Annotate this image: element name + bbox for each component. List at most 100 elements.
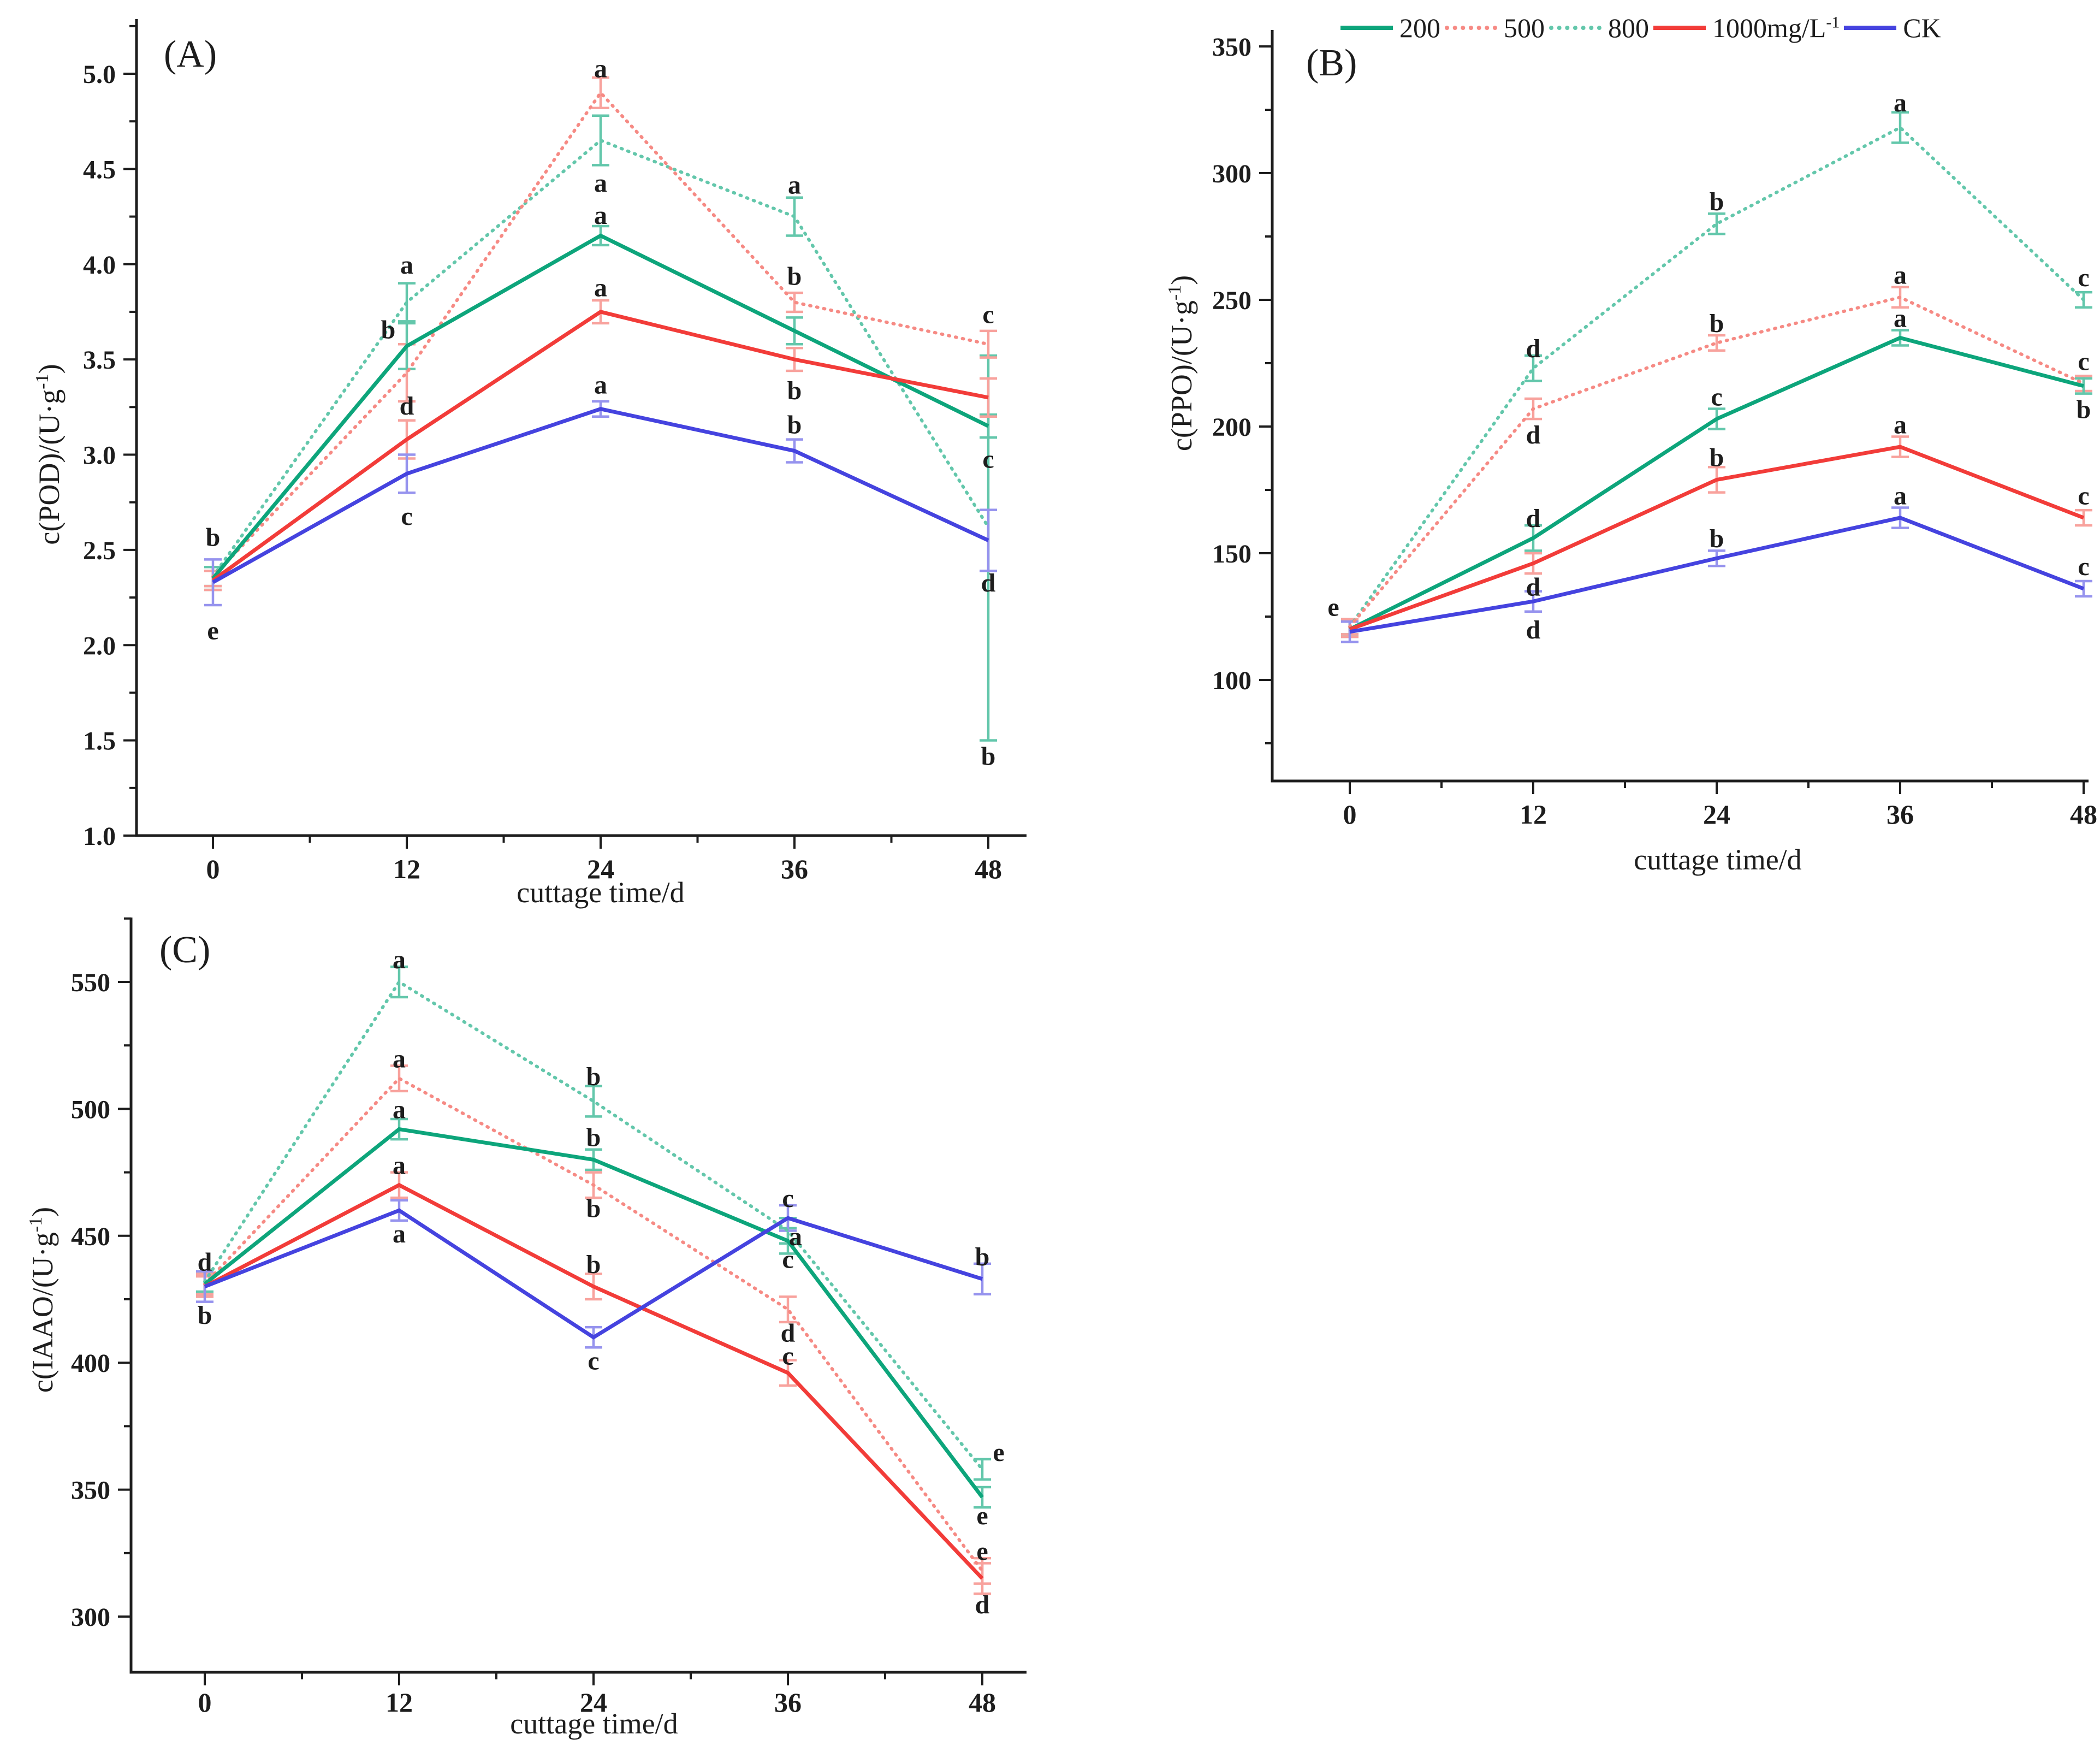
x-axis-tick-label: 24 xyxy=(587,854,614,884)
x-axis-tick-label: 48 xyxy=(2070,799,2097,830)
axis-frame xyxy=(1271,30,2089,783)
significance-letter: a xyxy=(594,370,607,399)
series-line-1000 xyxy=(211,310,989,582)
error-bar-800 xyxy=(1524,354,1542,382)
significance-letter: d xyxy=(981,569,996,597)
legend-line-swatch-200-icon xyxy=(1340,26,1393,30)
significance-letter: b xyxy=(1710,443,1724,472)
x-axis-tick-label: 36 xyxy=(781,854,808,884)
y-axis-tick-label: 3.5 xyxy=(83,346,116,375)
significance-letter: b xyxy=(586,1062,601,1091)
axis-frame xyxy=(129,918,1027,1674)
significance-letter: b xyxy=(586,1194,601,1223)
significance-letter: a xyxy=(1894,304,1907,333)
y-axis-tick-label: 100 xyxy=(1212,666,1251,695)
significance-letter: c xyxy=(588,1347,599,1376)
legend-line-swatch-800-icon xyxy=(1549,26,1601,30)
y-axis-tick-label: 350 xyxy=(1212,33,1251,62)
significance-letter: b xyxy=(206,523,221,552)
significance-letter: c xyxy=(782,1341,793,1370)
x-axis-tick-label: 0 xyxy=(1343,799,1357,830)
significance-letter: b xyxy=(787,376,802,405)
significance-letter: a xyxy=(393,1095,406,1124)
significance-letter: a xyxy=(393,945,406,974)
y-axis-tick-label: 500 xyxy=(71,1095,110,1124)
significance-letter: b xyxy=(975,1242,990,1271)
axis-frame xyxy=(135,19,1027,837)
significance-letter: a xyxy=(393,1151,406,1180)
significance-letter: a xyxy=(1894,88,1907,117)
significance-letter: c xyxy=(982,300,994,329)
panel-letter: (C) xyxy=(159,929,210,971)
significance-letter: b xyxy=(2077,395,2091,424)
legend-item-1000: 1000mg/L-1 xyxy=(1653,14,1840,42)
significance-letter: b xyxy=(1710,524,1724,553)
significance-letter: d xyxy=(198,1247,212,1276)
significance-letter: b xyxy=(198,1301,212,1330)
x-axis-title: cuttage time/d xyxy=(517,876,684,909)
significance-letter: c xyxy=(2078,552,2089,581)
y-axis-tick-label: 300 xyxy=(1212,159,1251,188)
significance-letter: a xyxy=(594,55,607,84)
series-line-CK xyxy=(212,407,989,584)
significance-letter: d xyxy=(781,1318,796,1347)
series-line-800 xyxy=(203,979,984,1471)
x-axis-tick-label: 24 xyxy=(1703,799,1730,830)
error-bar-800 xyxy=(585,1085,602,1118)
legend-label-500: 500 xyxy=(1504,13,1545,43)
series-line-200 xyxy=(1349,335,2084,631)
error-bar-1000 xyxy=(2075,508,2092,527)
x-axis-tick-label: 36 xyxy=(1887,799,1914,830)
legend-item-CK: CK xyxy=(1844,14,1941,42)
y-axis-tick-label: 400 xyxy=(71,1349,110,1378)
significance-letter: a xyxy=(393,1220,406,1248)
significance-letter: a xyxy=(788,170,801,199)
y-axis-tick-label: 550 xyxy=(71,968,110,997)
series-line-1000 xyxy=(204,1182,984,1580)
legend-label-CK: CK xyxy=(1903,13,1941,43)
legend-line-swatch-500-icon xyxy=(1445,26,1497,30)
series-line-500 xyxy=(203,1076,984,1573)
y-axis-tick-label: 2.5 xyxy=(83,536,116,565)
significance-letter: b xyxy=(981,742,996,771)
significance-letter: d xyxy=(1526,572,1541,601)
legend-line-swatch-1000-icon xyxy=(1653,26,1706,30)
y-axis-tick-label: 200 xyxy=(1212,413,1251,442)
x-axis-tick-label: 12 xyxy=(1520,799,1547,830)
significance-letter: e xyxy=(207,616,218,645)
significance-letter: d xyxy=(1526,334,1541,363)
y-axis-title: c(POD)/(U·g-1) xyxy=(32,364,66,545)
y-axis-tick-label: 450 xyxy=(71,1222,110,1251)
error-bar-800 xyxy=(1708,212,1725,235)
y-axis-tick-label: 1.5 xyxy=(83,727,116,756)
significance-letter: c xyxy=(2078,347,2089,376)
significance-letter: e xyxy=(976,1537,988,1566)
significance-letter: e xyxy=(993,1438,1004,1467)
significance-letter: b xyxy=(1710,309,1724,338)
y-axis-title: c(PPO)/(U·g-1) xyxy=(1165,275,1198,451)
legend-item-800: 800 xyxy=(1549,14,1649,42)
series-line-800 xyxy=(211,138,990,578)
chart-panel-c: 300 350 400 450 500 550 0 12 24 36 48 (C) c(IAAO/(U·… xyxy=(26,917,1027,1740)
panel-letter: (A) xyxy=(164,33,217,75)
significance-letter: c xyxy=(982,445,994,474)
significance-letter: b xyxy=(381,315,396,344)
significance-letter: d xyxy=(1526,504,1541,533)
series-line-CK xyxy=(1349,516,2085,634)
error-bar-500 xyxy=(779,1295,797,1324)
y-axis-tick-label: 300 xyxy=(71,1603,110,1632)
error-bar-800 xyxy=(1891,111,1909,144)
legend-label-200: 200 xyxy=(1399,13,1440,43)
x-axis-tick-label: 48 xyxy=(975,854,1002,884)
significance-letter: d xyxy=(975,1590,990,1619)
significance-letter: a xyxy=(789,1222,802,1251)
significance-letter: b xyxy=(586,1123,601,1152)
significance-letter: e xyxy=(1327,593,1339,622)
x-axis-tick-label: 0 xyxy=(198,1687,212,1718)
y-axis-tick-label: 2.0 xyxy=(83,631,116,660)
significance-letter: c xyxy=(2078,481,2089,510)
significance-letter: b xyxy=(787,262,802,291)
series-line-200 xyxy=(203,1127,984,1499)
significance-letter: a xyxy=(594,274,607,303)
significance-letter: a xyxy=(400,251,413,280)
